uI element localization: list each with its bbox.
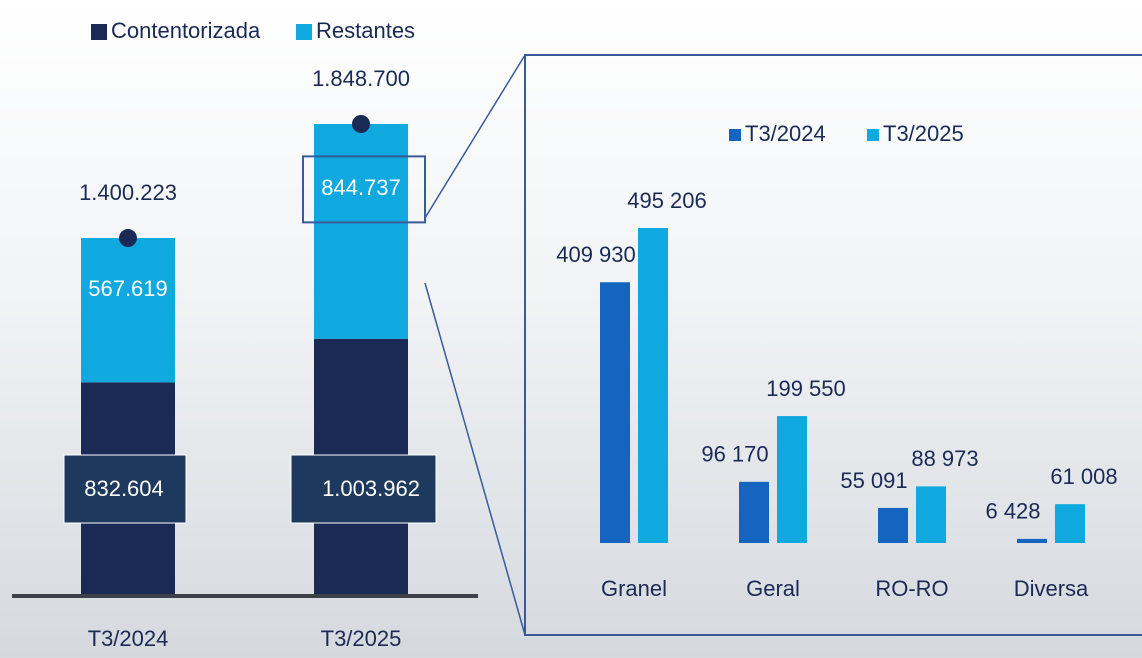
x-tick-label: Granel — [601, 576, 667, 601]
total-marker — [119, 229, 137, 247]
bar — [916, 486, 946, 543]
value-label: 495 206 — [627, 188, 707, 213]
value-label: 199 550 — [766, 376, 846, 401]
value-label: 6 428 — [985, 499, 1040, 524]
legend-swatch — [91, 24, 107, 40]
x-tick-label: T3/2025 — [321, 626, 402, 651]
legend-swatch — [296, 24, 312, 40]
total-label: 1.400.223 — [79, 180, 177, 205]
bar — [600, 282, 630, 543]
bar — [638, 228, 668, 543]
total-label: 1.848.700 — [312, 66, 410, 91]
bar — [1017, 539, 1047, 543]
x-tick-label: Diversa — [1014, 576, 1089, 601]
legend-label: Restantes — [316, 18, 415, 43]
bar — [739, 482, 769, 543]
value-label: 61 008 — [1050, 464, 1117, 489]
x-tick-label: T3/2024 — [88, 626, 169, 651]
bar — [878, 508, 908, 543]
value-label: 1.003.962 — [322, 476, 420, 501]
value-label: 844.737 — [321, 175, 401, 200]
bar — [777, 416, 807, 543]
value-label: 88 973 — [911, 446, 978, 471]
chart: Contentorizada Restantes 832.604 567.619 1.4… — [0, 0, 1142, 658]
bar — [1055, 504, 1085, 543]
value-label: 55 091 — [840, 468, 907, 493]
legend-label: T3/2024 — [745, 121, 826, 146]
bar-segment — [81, 238, 175, 382]
total-marker — [352, 115, 370, 133]
value-label: 567.619 — [88, 276, 168, 301]
value-label: 96 170 — [701, 442, 768, 467]
value-label: 409 930 — [556, 242, 636, 267]
legend-label: Contentorizada — [111, 18, 261, 43]
legend-label: T3/2025 — [883, 121, 964, 146]
x-tick-label: Geral — [746, 576, 800, 601]
legend-swatch — [729, 129, 741, 141]
legend-swatch — [867, 129, 879, 141]
x-tick-label: RO-RO — [875, 576, 948, 601]
value-label: 832.604 — [84, 476, 164, 501]
